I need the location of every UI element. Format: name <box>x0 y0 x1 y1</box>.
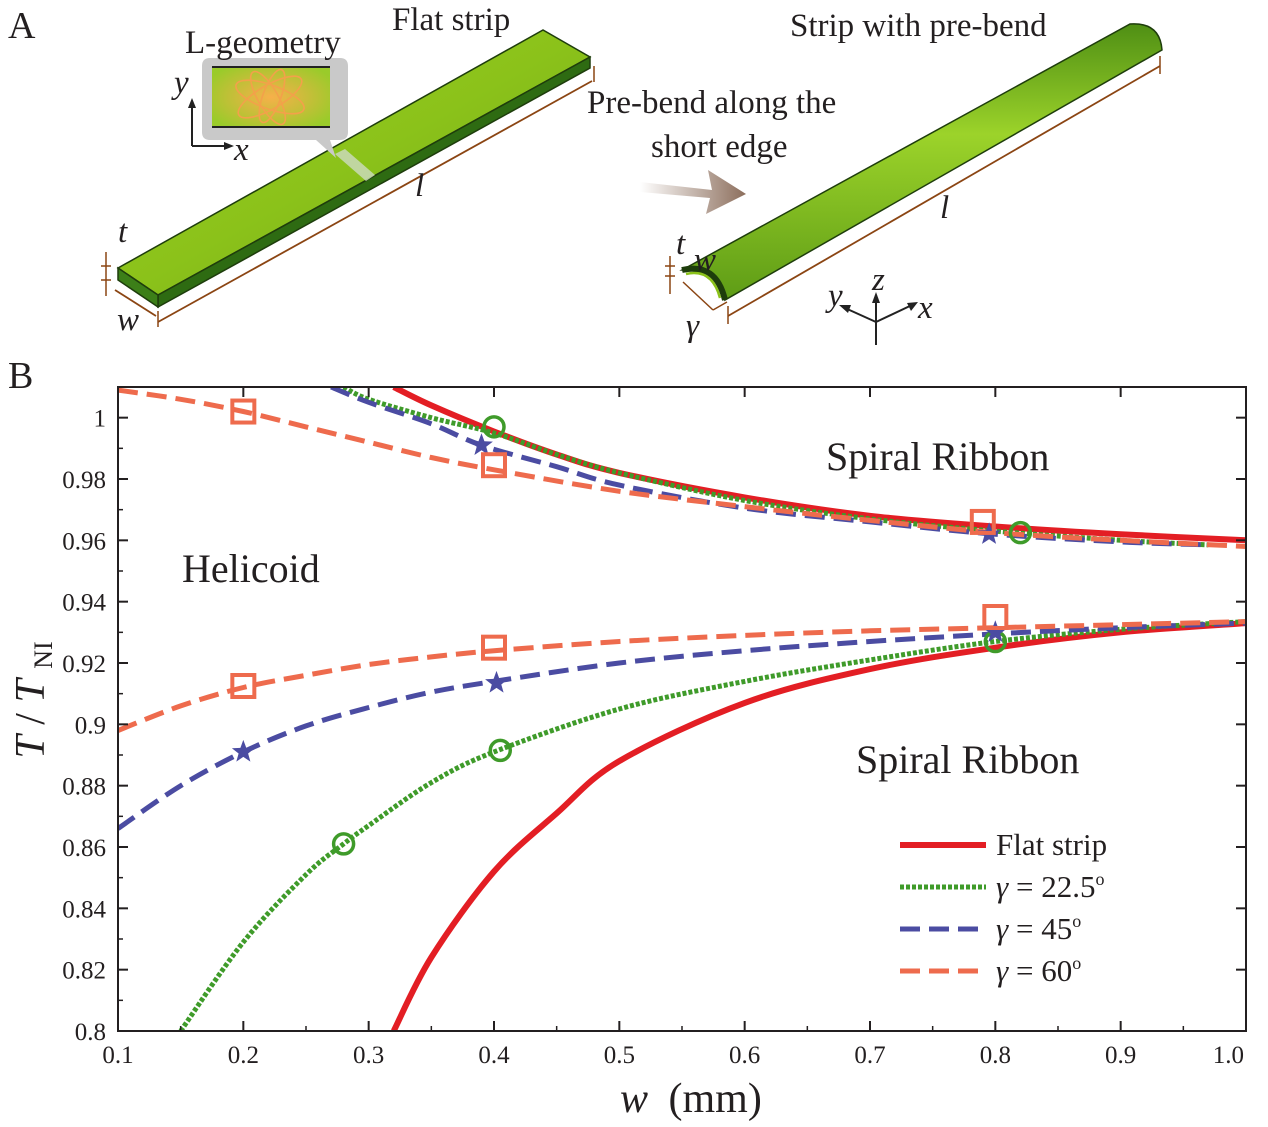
y-tick-label: 0.84 <box>62 896 106 923</box>
flat-strip-width-dimension <box>114 289 157 317</box>
flat-strip-cross-section-highlight <box>335 149 375 181</box>
y-axis-label-sub: NI <box>29 641 58 668</box>
y-axis-label-den: T <box>8 677 54 703</box>
series-gamma-3-upper-line <box>118 387 1246 549</box>
plot-series-layer <box>118 387 1246 1031</box>
prebend-strip-end-arc <box>681 265 728 301</box>
x-tick-label: 0.9 <box>1105 1042 1136 1069</box>
prebend-label-gamma: γ <box>686 308 700 344</box>
series-gamma-1-marker <box>1008 520 1033 545</box>
series-gamma-1-marker <box>488 738 513 763</box>
x-axis-ticks: 0.1 0.2 0.3 0.4 0.5 0.6 0.7 0.8 0.9 1.0 <box>102 387 1247 1069</box>
flat-strip-label-t: t <box>118 214 128 250</box>
series-gamma-2-marker <box>470 433 493 455</box>
arrow-caption-line1: Pre-bend along the <box>587 85 836 121</box>
series-gamma-3-marker <box>481 452 507 479</box>
panel-a: A Flat strip l w t <box>8 2 1163 345</box>
x-tick-label: 0.5 <box>604 1042 635 1069</box>
y-tick-label: 0.96 <box>62 528 106 555</box>
y-tick-label: 0.92 <box>62 651 106 678</box>
series-gamma-1-marker <box>482 415 506 439</box>
legend-label: Flat strip <box>996 827 1107 862</box>
xyz-axes: z x y <box>825 262 933 345</box>
x-tick-label: 0.3 <box>353 1042 384 1069</box>
prebend-strip-title: Strip with pre-bend <box>790 8 1047 44</box>
x-tick-label: 0.4 <box>478 1042 510 1069</box>
prebend-label-l: l <box>940 190 949 226</box>
series-gamma-3-marker <box>969 508 996 535</box>
legend: Flat strip γ = 22.5o γ = 45o γ = 60o <box>900 827 1107 988</box>
y-tick-label: 0.8 <box>75 1019 106 1046</box>
inset-axis-x-label: x <box>233 132 249 168</box>
flat-strip-title: Flat strip <box>392 2 510 38</box>
y-tick-label: 0.86 <box>62 835 106 862</box>
x-tick-label: 0.6 <box>729 1042 760 1069</box>
inset-title: L-geometry <box>185 25 341 61</box>
series-gamma-2-marker <box>485 670 508 693</box>
y-tick-label: 0.98 <box>62 467 106 494</box>
series-gamma-3-lower-line <box>118 619 1246 733</box>
panel-b-letter: B <box>8 355 33 397</box>
prebend-strip-illustration: Strip with pre-bend l w t γ <box>665 8 1163 344</box>
series-gamma-2-marker <box>983 620 1007 642</box>
plot-markers-layer <box>230 398 1033 856</box>
prebend-length-dimension <box>727 65 1161 317</box>
region-label-lower: Spiral Ribbon <box>856 737 1079 782</box>
panel-b: B 0.1 0.2 0.3 0.4 0.5 0.6 0.7 0.8 0.9 1.0 0.8 0.82… <box>8 355 1247 1122</box>
series-gamma-1-lower-line <box>178 619 1246 1031</box>
y-tick-label: 0.82 <box>62 958 106 985</box>
arrow-caption-line2: short edge <box>651 129 788 165</box>
y-axis-ticks: 0.8 0.82 0.84 0.86 0.88 0.9 0.92 0.94 0.96 0.98 1 <box>62 406 1246 1046</box>
y-tick-label: 1 <box>94 406 107 433</box>
l-geometry-inset: L-geometry y x <box>171 25 348 168</box>
arrow-shape <box>640 170 746 214</box>
y-axis-label-var: T <box>8 733 54 759</box>
flat-strip-end-face <box>117 266 159 309</box>
series-gamma-3-marker <box>230 673 257 699</box>
y-tick-label: 0.94 <box>62 590 106 617</box>
prebend-label-w: w <box>694 242 716 278</box>
x-tick-label: 0.8 <box>980 1042 1011 1069</box>
series-gamma-1-marker <box>331 832 356 856</box>
prebend-label-t: t <box>676 226 686 262</box>
legend-label: γ = 22.5o <box>996 869 1104 904</box>
prebend-arrow: Pre-bend along the short edge <box>587 85 836 214</box>
series-flat-strip-lower-line <box>391 620 1246 1031</box>
region-label-middle: Helicoid <box>182 546 320 591</box>
x-tick-label: 0.1 <box>102 1042 133 1069</box>
x-tick-label: 0.7 <box>854 1042 885 1069</box>
series-gamma-3-marker <box>481 634 507 661</box>
y-tick-label: 0.9 <box>75 712 106 739</box>
inset-molecule-ellipses <box>235 68 305 126</box>
inset-axis-y-label: y <box>171 65 189 101</box>
flat-strip-illustration: Flat strip l w t <box>101 2 595 338</box>
x-tick-label: 0.2 <box>228 1042 259 1069</box>
series-gamma-2-lower-line <box>118 620 1246 831</box>
axis-y-label: y <box>825 278 843 314</box>
region-label-upper: Spiral Ribbon <box>826 434 1049 479</box>
axis-x-label: x <box>917 290 933 326</box>
flat-strip-label-l: l <box>415 168 424 204</box>
axis-z-label: z <box>871 262 885 298</box>
flat-strip-label-w: w <box>117 302 139 338</box>
series-gamma-2-marker <box>231 739 255 762</box>
panel-a-letter: A <box>8 5 36 47</box>
x-tick-label: 1.0 <box>1213 1042 1244 1069</box>
legend-label: γ = 45o <box>996 911 1081 946</box>
x-axis-label: w (mm) <box>620 1076 762 1122</box>
y-axis-label: T / T NI <box>8 641 58 758</box>
series-gamma-3-marker <box>982 604 1009 630</box>
series-gamma-3-marker <box>230 398 257 425</box>
flat-strip-length-dimension <box>157 80 593 323</box>
legend-label: γ = 60o <box>996 953 1081 988</box>
x-axis-label-var: w <box>620 1076 648 1122</box>
y-tick-label: 0.88 <box>62 774 106 801</box>
x-axis-label-unit: (mm) <box>669 1076 762 1122</box>
